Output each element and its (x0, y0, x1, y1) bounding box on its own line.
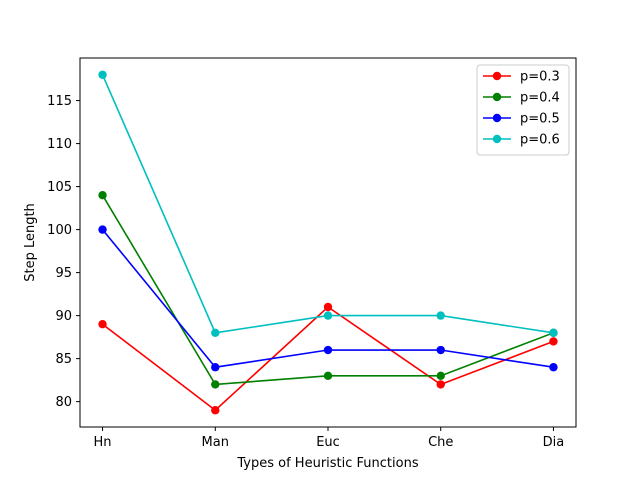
data-point (549, 337, 558, 346)
data-point (436, 345, 445, 355)
y-axis-label: Step Length (23, 203, 38, 282)
legend-marker (492, 134, 502, 144)
y-tick-label: 115 (47, 94, 72, 109)
legend-marker (492, 92, 502, 102)
data-point (323, 345, 333, 355)
series-line (101, 194, 554, 386)
series-p=0.5 (98, 225, 558, 372)
data-point (98, 190, 107, 200)
data-point (98, 225, 107, 234)
x-axis-label: Types of Heuristic Functions (236, 456, 418, 471)
x-tick-label: Dia (543, 435, 565, 450)
data-point (211, 363, 220, 372)
y-tick-label: 100 (47, 223, 72, 238)
x-tick-label: Man (202, 435, 229, 450)
legend: p=0.3 p=0.4 p=0.5 p=0.6 (476, 64, 570, 156)
series-layer (98, 70, 558, 415)
legend-item: p=0.3 (483, 70, 560, 85)
legend-label: p=0.6 (520, 133, 560, 148)
y-tick-label: 105 (47, 180, 72, 195)
legend-label: p=0.5 (520, 112, 560, 127)
data-point (323, 371, 333, 381)
y-tick-label: 85 (55, 352, 72, 367)
y-tick-label: 90 (55, 309, 72, 324)
data-point (323, 311, 333, 320)
legend-frame (476, 64, 570, 156)
legend-item: p=0.6 (483, 133, 560, 148)
data-point (436, 371, 445, 381)
x-tick-label: Hn (94, 435, 112, 450)
data-point (211, 328, 220, 338)
legend-item: p=0.4 (483, 91, 560, 106)
legend-marker (492, 113, 502, 123)
data-point (211, 406, 220, 415)
y-axis: 80 85 90 95 100 105 110 115 (47, 94, 80, 410)
legend-label: p=0.4 (520, 91, 560, 106)
data-point (436, 311, 445, 320)
data-point (549, 328, 558, 338)
data-point (98, 70, 107, 79)
legend-item: p=0.5 (483, 112, 560, 127)
y-tick-label: 80 (55, 395, 72, 410)
x-axis: Hn Man Euc Che Dia (94, 427, 565, 450)
series-p=0.3 (98, 302, 558, 415)
data-point (323, 302, 333, 312)
series-p=0.6 (98, 70, 558, 338)
y-tick-label: 95 (55, 266, 72, 281)
x-tick-label: Che (428, 435, 453, 450)
data-point (436, 380, 445, 389)
data-point (98, 320, 107, 329)
legend-marker (492, 71, 502, 81)
legend-label: p=0.3 (520, 70, 560, 85)
y-tick-label: 110 (47, 137, 72, 152)
series-p=0.4 (98, 190, 558, 389)
data-point (549, 363, 558, 372)
data-point (211, 380, 220, 389)
x-tick-label: Euc (316, 435, 340, 450)
